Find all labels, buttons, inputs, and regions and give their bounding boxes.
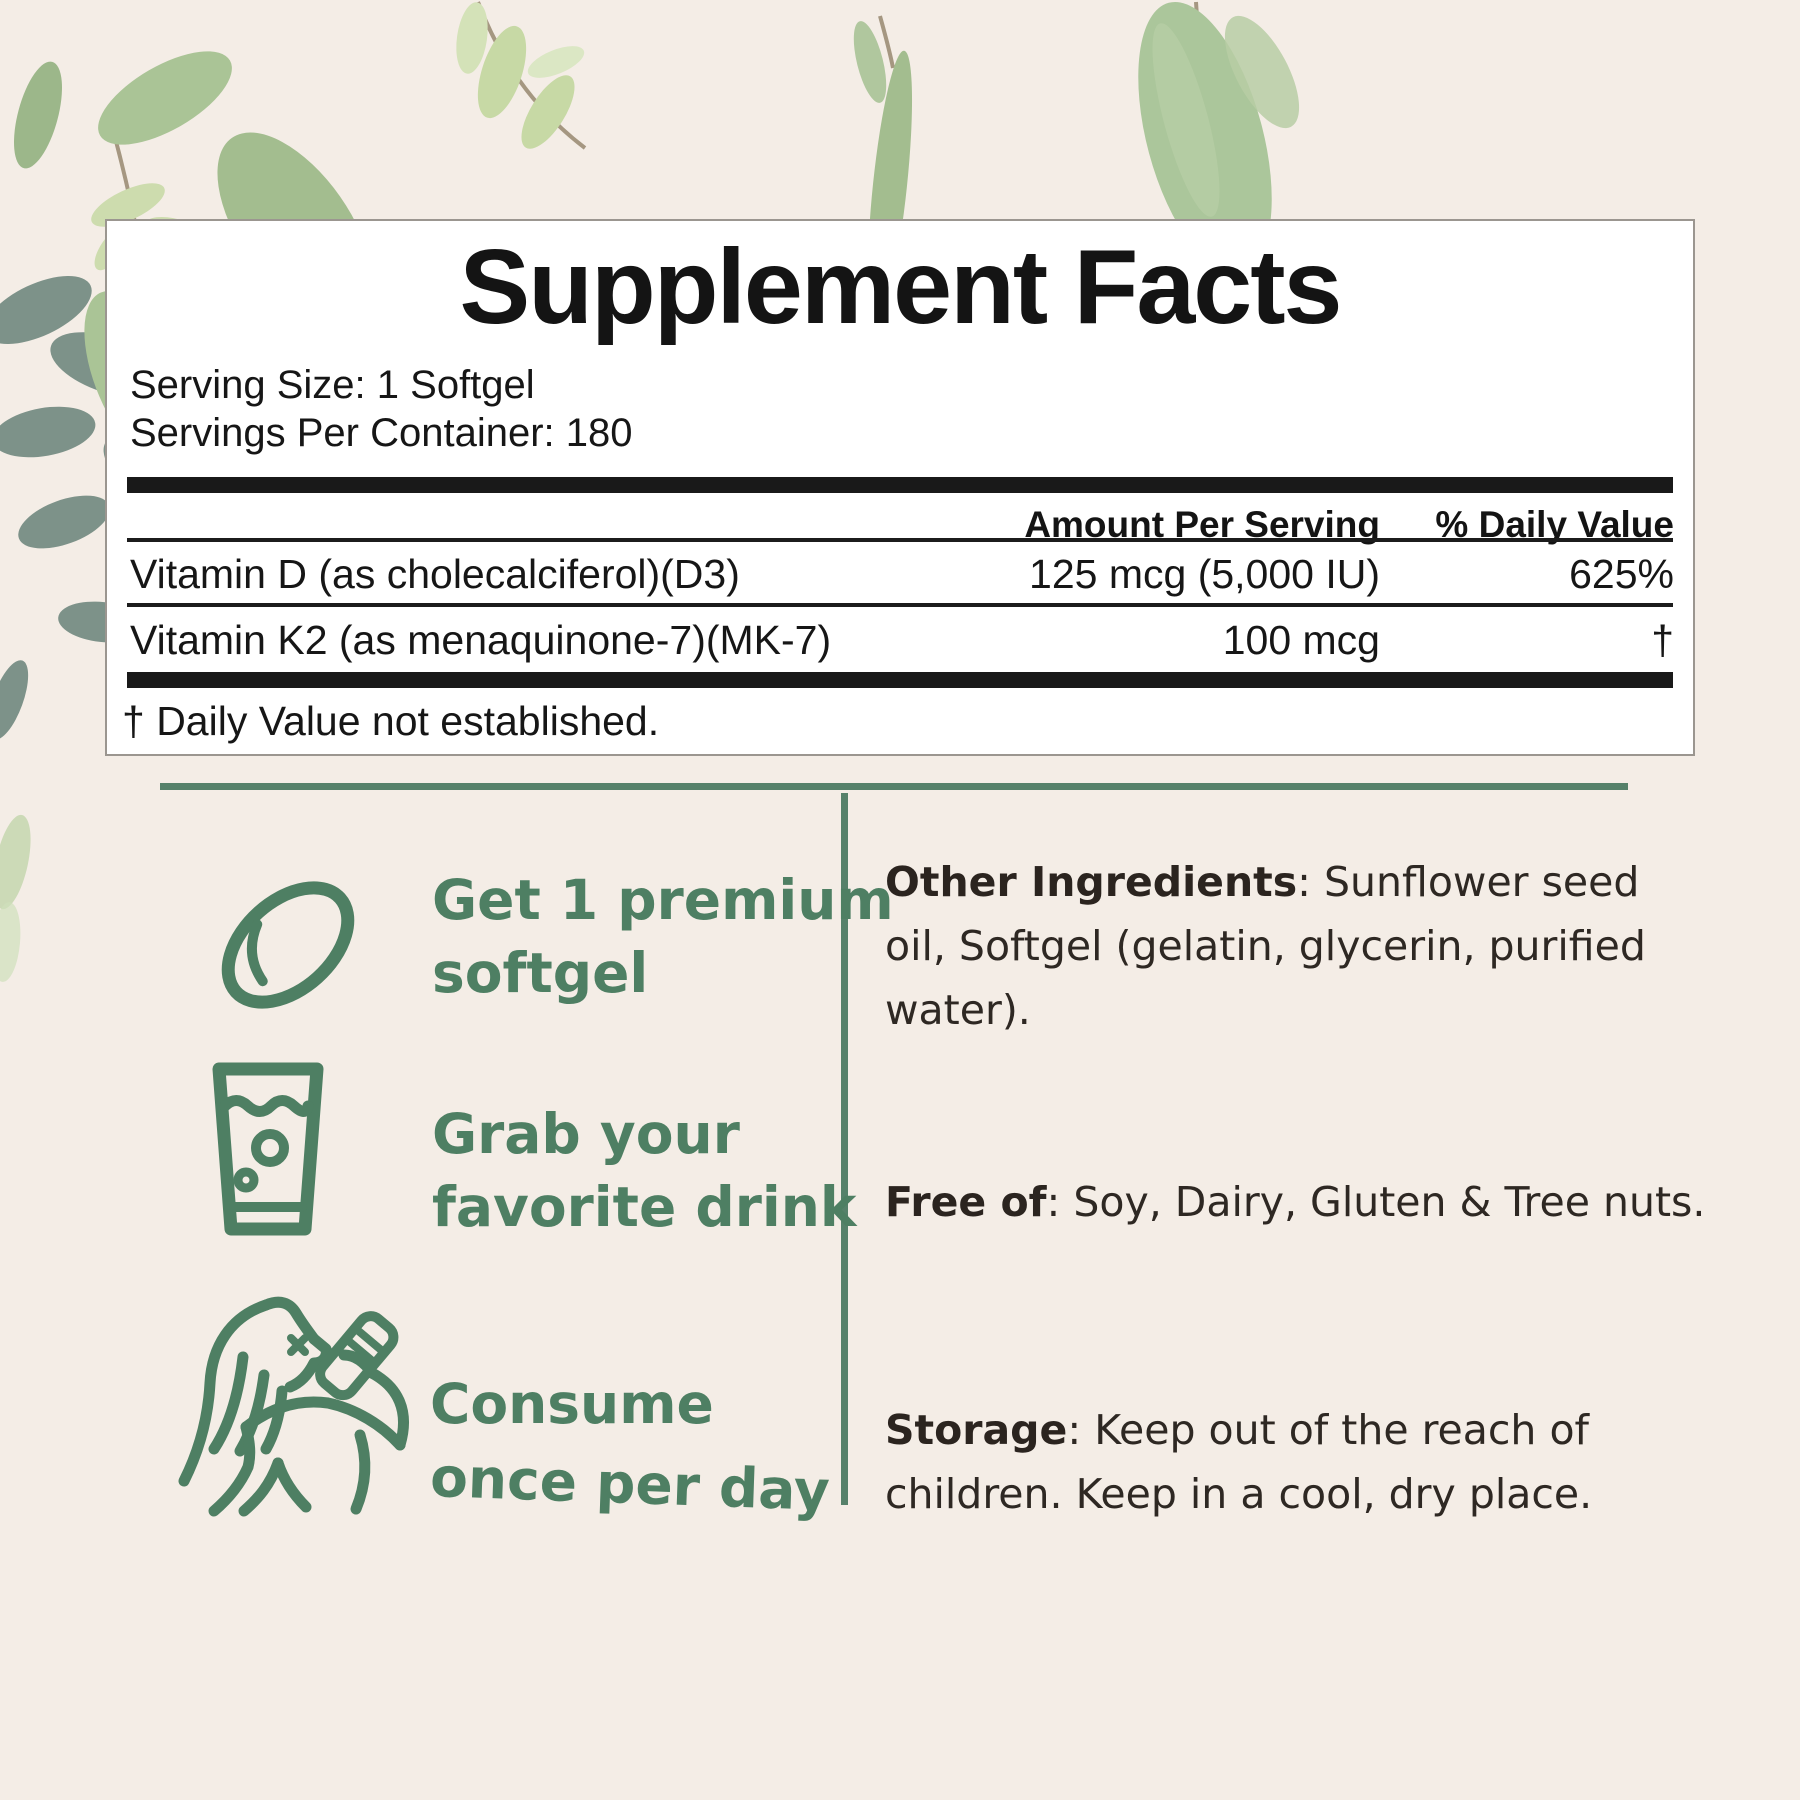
daily-value-footnote: † Daily Value not established. bbox=[122, 698, 660, 744]
step-text-line: favorite drink bbox=[432, 1175, 857, 1239]
glass-of-water-icon bbox=[212, 1062, 324, 1236]
nutrient-name-vitamin-k2: Vitamin K2 (as menaquinone-7)(MK-7) bbox=[130, 617, 832, 663]
step-text-line: Consume bbox=[430, 1372, 714, 1436]
thick-divider-bottom bbox=[127, 672, 1673, 688]
nutrient-amount-vitamin-k2: 100 mcg bbox=[1222, 617, 1380, 663]
storage-label: Storage bbox=[885, 1406, 1068, 1454]
nutrient-amount-vitamin-d: 125 mcg (5,000 IU) bbox=[1029, 551, 1380, 597]
other-ingredients-block: Other Ingredients: Sunflower seed oil, S… bbox=[885, 850, 1646, 1042]
nutrient-name-vitamin-d: Vitamin D (as cholecalciferol)(D3) bbox=[130, 551, 740, 597]
other-ingredients-line: water). bbox=[885, 986, 1031, 1034]
vertical-divider bbox=[841, 793, 848, 1505]
storage-line: children. Keep in a cool, dry place. bbox=[885, 1470, 1593, 1518]
nutrient-dv-vitamin-d: 625% bbox=[1569, 551, 1674, 597]
top-center-branch bbox=[456, 2, 585, 149]
step-grab-drink: Grab your favorite drink bbox=[432, 1098, 856, 1244]
step-get-softgel: Get 1 premium softgel bbox=[432, 864, 894, 1010]
free-of-block: Free of: Soy, Dairy, Gluten & Tree nuts. bbox=[885, 1178, 1706, 1226]
step-text-line: once per day bbox=[429, 1445, 831, 1523]
step-text-line: Get 1 premium bbox=[432, 868, 894, 932]
supplement-facts-panel: Supplement Facts Serving Size: 1 Softgel… bbox=[105, 219, 1695, 756]
softgel-icon bbox=[221, 881, 355, 1009]
step-text-line: softgel bbox=[432, 941, 649, 1005]
lower-left-leaves bbox=[0, 814, 31, 982]
nutrient-dv-vitamin-k2: † bbox=[1651, 617, 1674, 663]
row-divider bbox=[127, 538, 1673, 542]
servings-per-container: Servings Per Container: 180 bbox=[130, 411, 633, 455]
large-right-leaf bbox=[1138, 1, 1300, 275]
thick-divider-top bbox=[127, 477, 1673, 493]
woman-drinking-icon bbox=[178, 1296, 409, 1517]
serving-size: Serving Size: 1 Softgel bbox=[130, 363, 535, 407]
other-ingredients-label: Other Ingredients bbox=[885, 858, 1298, 906]
step-text-line: Grab your bbox=[432, 1102, 740, 1166]
step-consume-daily: Consume once per day bbox=[429, 1368, 831, 1523]
other-ingredients-line: oil, Softgel (gelatin, glycerin, purifie… bbox=[885, 922, 1646, 970]
horizontal-divider bbox=[160, 783, 1628, 790]
storage-block: Storage: Keep out of the reach of childr… bbox=[885, 1398, 1592, 1526]
row-divider bbox=[127, 603, 1673, 607]
panel-title: Supplement Facts bbox=[459, 228, 1343, 346]
free-of-label: Free of bbox=[885, 1178, 1047, 1226]
